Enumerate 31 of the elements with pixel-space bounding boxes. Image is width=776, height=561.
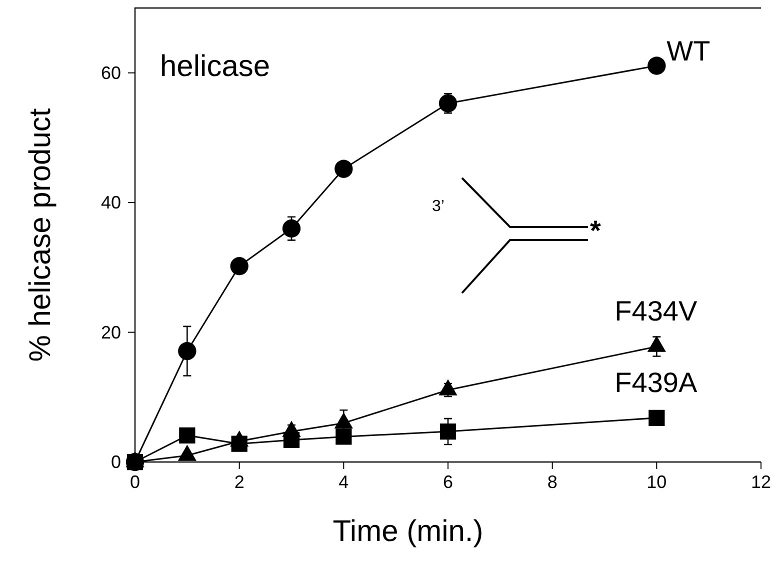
series-label: F434V bbox=[614, 296, 698, 327]
point bbox=[178, 342, 196, 360]
point bbox=[179, 427, 196, 444]
point bbox=[440, 423, 456, 440]
x-tick-label: 8 bbox=[547, 472, 558, 492]
point bbox=[126, 452, 144, 472]
annotation: helicase bbox=[160, 50, 270, 83]
point bbox=[648, 410, 665, 426]
y-tick-label: 20 bbox=[100, 322, 121, 342]
y-axis-title: % helicase product bbox=[24, 108, 57, 362]
point bbox=[282, 219, 301, 238]
forked-duplex-drawing: 3’ * bbox=[432, 177, 601, 294]
y-tick-label: 0 bbox=[110, 452, 121, 472]
x-tick-label: 0 bbox=[130, 472, 140, 492]
annotation: 3’ bbox=[432, 198, 444, 215]
point bbox=[336, 428, 352, 445]
y-tick-label: 40 bbox=[100, 192, 121, 213]
x-tick-label: 12 bbox=[750, 472, 772, 492]
x-tick-label: 10 bbox=[646, 472, 667, 492]
series-label: WT bbox=[666, 36, 710, 67]
x-tick-label: 6 bbox=[442, 472, 454, 492]
x-axis-title: Time (min.) bbox=[332, 515, 484, 548]
point bbox=[230, 257, 248, 276]
point bbox=[648, 56, 666, 75]
x-tick-label: 2 bbox=[234, 472, 244, 492]
annotation: * bbox=[590, 215, 601, 246]
point bbox=[438, 94, 458, 112]
y-tick-label: 60 bbox=[100, 62, 121, 83]
series-label: F439A bbox=[614, 366, 698, 398]
point bbox=[334, 160, 353, 178]
x-tick-label: 4 bbox=[338, 472, 349, 492]
